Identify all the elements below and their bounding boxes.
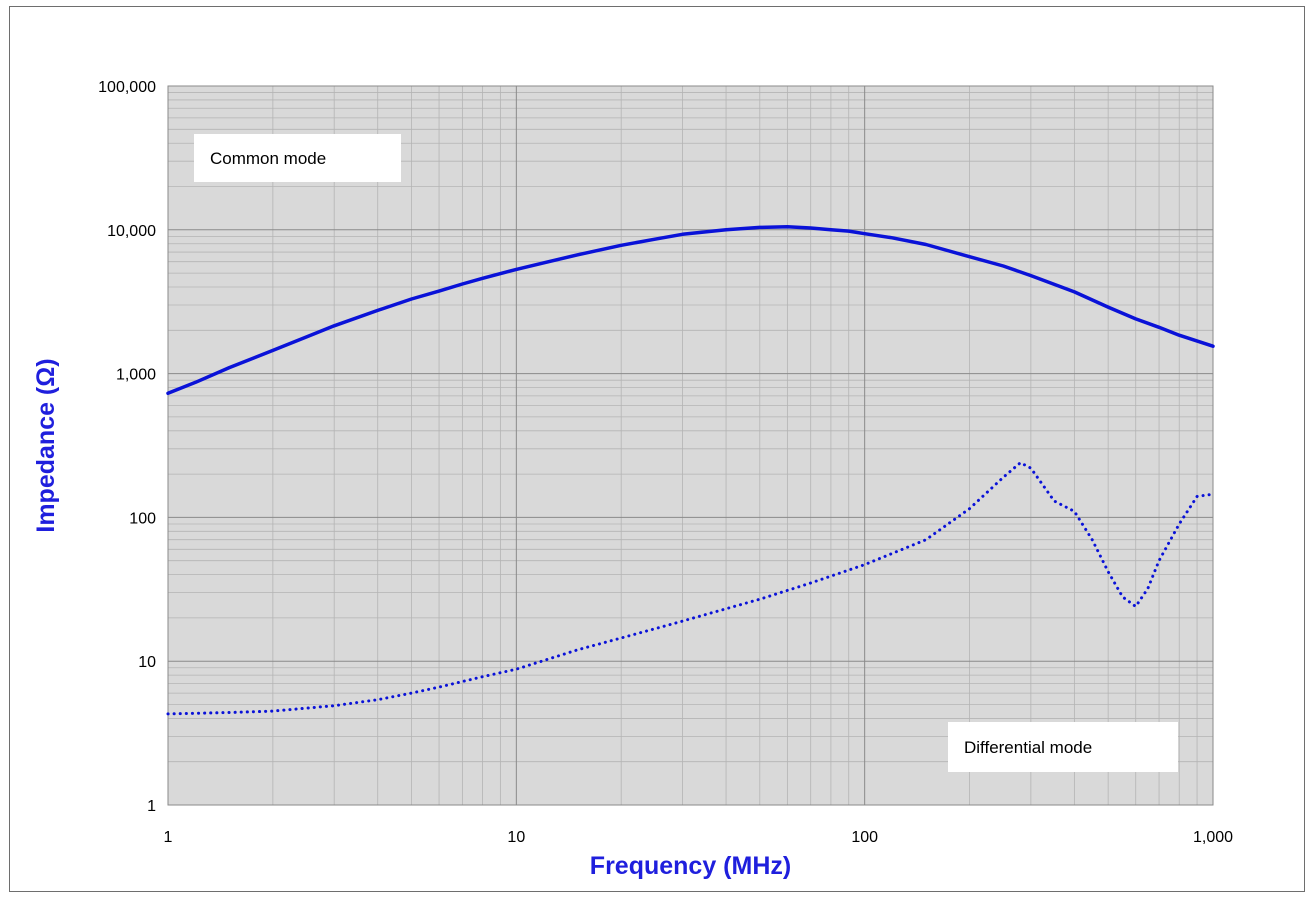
x-tick-label: 1,000 — [1193, 829, 1233, 846]
annotation-common-mode-text: Common mode — [210, 149, 326, 168]
x-axis-title: Frequency (MHz) — [590, 852, 791, 880]
x-tick-label: 10 — [507, 829, 525, 846]
plot-border — [167, 85, 1214, 806]
y-tick-label: 1,000 — [116, 367, 156, 384]
y-tick-labels: 1 10 100 1,000 10,000 100,000 — [98, 79, 156, 815]
series-line-common-mode — [166, 225, 1215, 396]
series-line-differential-mode — [166, 461, 1215, 716]
annotation-common-mode-box — [194, 134, 401, 182]
x-tick-label: 1 — [164, 829, 173, 846]
x-tick-labels: 1 10 100 1,000 — [164, 829, 1234, 846]
y-tick-label: 1 — [147, 798, 156, 815]
series-layer — [166, 225, 1215, 716]
x-tick-label: 100 — [851, 829, 878, 846]
y-axis-title: Impedance (Ω) — [32, 358, 60, 532]
y-tick-label: 10 — [138, 654, 156, 671]
y-tick-label: 100 — [129, 510, 156, 527]
annotation-differential-mode-box — [948, 722, 1178, 772]
y-tick-label: 10,000 — [107, 223, 156, 240]
annotation-differential-mode: Differential mode — [948, 722, 1178, 772]
minor-grid — [168, 86, 1213, 805]
annotation-differential-mode-text: Differential mode — [964, 738, 1092, 757]
y-tick-label: 100,000 — [98, 79, 156, 96]
annotation-common-mode: Common mode — [194, 134, 401, 182]
plot-area — [168, 86, 1213, 805]
